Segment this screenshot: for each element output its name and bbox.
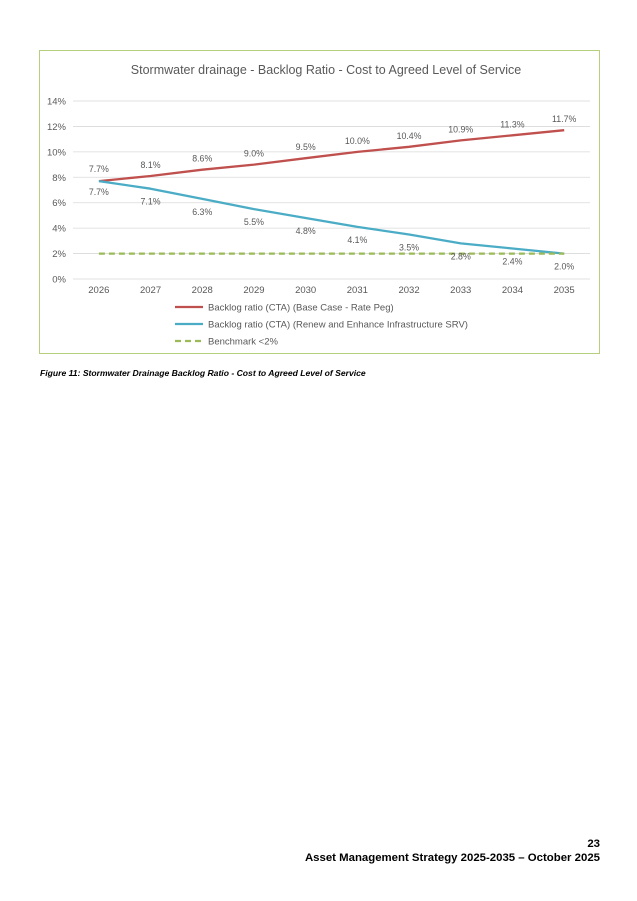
y-tick-label: 2% (52, 249, 66, 260)
legend-label: Backlog ratio (CTA) (Renew and Enhance I… (208, 320, 468, 331)
y-tick-label: 4% (52, 224, 66, 235)
data-label-base-case: 10.9% (448, 124, 473, 134)
x-tick-label: 2029 (243, 285, 264, 296)
data-label-srv: 7.7% (89, 187, 109, 197)
x-tick-label: 2026 (88, 285, 109, 296)
legend: Backlog ratio (CTA) (Base Case - Rate Pe… (175, 303, 468, 348)
y-tick-label: 10% (47, 147, 67, 158)
y-tick-label: 0% (52, 275, 66, 286)
page-number: 23 (587, 838, 600, 850)
data-labels: 7.7% 8.1% 8.6% 9.0% 9.5% 10.0% 10.4% 10.9% 11.3%… (89, 114, 577, 271)
data-label-srv: 3.5% (399, 243, 419, 253)
backlog-ratio-chart: Stormwater drainage - Backlog Ratio - Co… (47, 63, 590, 348)
y-tick-label: 8% (52, 173, 66, 184)
chart-frame: Stormwater drainage - Backlog Ratio - Co… (39, 50, 600, 354)
x-axis-ticks: 2026 2027 2028 2029 2030 2031 2032 2033 2034 2035 (88, 285, 574, 296)
data-label-base-case: 9.5% (296, 142, 316, 152)
series-lines (98, 129, 565, 255)
data-label-srv: 2.0% (554, 262, 574, 272)
data-label-srv: 6.3% (192, 207, 212, 217)
data-label-base-case: 10.0% (345, 136, 370, 146)
legend-label: Backlog ratio (CTA) (Base Case - Rate Pe… (208, 303, 394, 314)
data-label-base-case: 10.4% (397, 131, 422, 141)
series-line-base-case (98, 129, 565, 183)
data-label-srv: 4.1% (347, 235, 367, 245)
data-label-srv: 4.8% (296, 226, 316, 236)
data-label-base-case: 8.6% (192, 154, 212, 164)
document-title: Asset Management Strategy 2025-2035 – Oc… (304, 852, 600, 864)
data-label-base-case: 9.0% (244, 149, 264, 159)
data-label-base-case: 7.7% (89, 164, 109, 174)
data-label-srv: 7.1% (141, 197, 161, 207)
page-footer: 23 Asset Management Strategy 2025-2035 –… (305, 837, 600, 865)
x-tick-label: 2034 (502, 285, 523, 296)
y-tick-label: 12% (47, 122, 67, 133)
x-tick-label: 2035 (554, 285, 575, 296)
x-tick-label: 2031 (347, 285, 368, 296)
figure-caption: Figure 11: Stormwater Drainage Backlog R… (40, 368, 366, 378)
data-label-srv: 2.4% (502, 256, 522, 266)
y-tick-label: 6% (52, 198, 66, 209)
x-tick-label: 2028 (192, 285, 213, 296)
x-tick-label: 2030 (295, 285, 316, 296)
data-label-base-case: 8.1% (141, 160, 161, 170)
y-tick-label: 14% (47, 97, 67, 108)
data-label-base-case: 11.7% (552, 114, 576, 124)
data-label-srv: 2.8% (451, 251, 471, 261)
chart-title: Stormwater drainage - Backlog Ratio - Co… (131, 63, 522, 77)
legend-label: Benchmark <2% (208, 337, 279, 348)
y-axis-ticks: 0% 2% 4% 6% 8% 10% 12% 14% (47, 97, 67, 286)
data-label-base-case: 11.3% (500, 119, 524, 129)
data-label-srv: 5.5% (244, 217, 264, 227)
x-tick-label: 2032 (398, 285, 419, 296)
x-tick-label: 2027 (140, 285, 161, 296)
x-tick-label: 2033 (450, 285, 471, 296)
series-line-srv (98, 179, 565, 255)
